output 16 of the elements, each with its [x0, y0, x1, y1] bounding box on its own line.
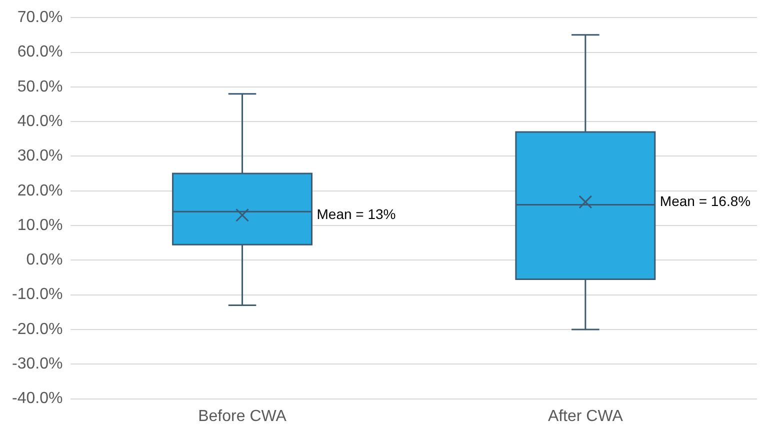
y-tick-label: 40.0%	[17, 112, 63, 130]
y-tick-label: 0.0%	[26, 252, 63, 269]
y-tick-label: -10.0%	[12, 286, 63, 304]
y-tick-label: 70.0%	[17, 9, 63, 26]
annotation: Mean = 16.8%	[660, 192, 751, 209]
y-tick-label: 30.0%	[17, 148, 63, 165]
y-tick-label: 50.0%	[17, 78, 63, 96]
y-tick-label: -40.0%	[12, 390, 63, 408]
x-tick-label: After CWA	[548, 408, 624, 425]
y-tick-label: -20.0%	[12, 320, 63, 338]
y-tick-label: -30.0%	[12, 356, 63, 373]
y-tick-label: 60.0%	[17, 44, 63, 61]
x-tick-label: Before CWA	[198, 408, 287, 425]
y-tick-label: 10.0%	[17, 216, 63, 234]
y-tick-label: 20.0%	[17, 182, 63, 200]
annotation: Mean = 13%	[316, 206, 396, 222]
